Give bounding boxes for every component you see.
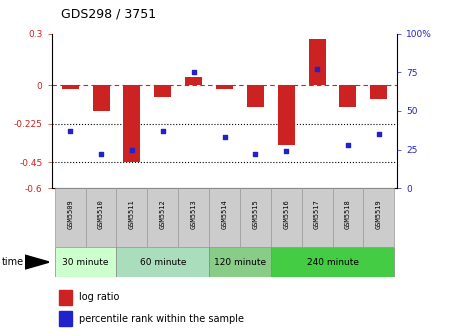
Text: GSM5511: GSM5511 (129, 200, 135, 229)
Bar (209, 247, 271, 277)
Bar (339, 85, 357, 108)
Text: 240 minute: 240 minute (307, 258, 359, 266)
Bar (86, 188, 116, 247)
Bar (209, 188, 240, 247)
Bar (154, 85, 171, 97)
Bar (271, 247, 394, 277)
Bar (363, 188, 394, 247)
Text: GSM5516: GSM5516 (283, 200, 289, 229)
Text: GSM5517: GSM5517 (314, 200, 320, 229)
Point (159, 128, 166, 134)
Bar (247, 85, 264, 108)
Bar (62, 85, 79, 89)
Point (283, 149, 290, 154)
Point (375, 131, 383, 137)
Bar (278, 85, 295, 145)
Bar (55, 247, 116, 277)
Text: time: time (2, 257, 24, 267)
Bar (147, 188, 178, 247)
Point (313, 67, 321, 72)
Point (128, 147, 136, 152)
Text: percentile rank within the sample: percentile rank within the sample (79, 314, 244, 324)
Point (344, 142, 352, 148)
Text: GDS298 / 3751: GDS298 / 3751 (61, 7, 156, 20)
Text: 60 minute: 60 minute (140, 258, 186, 266)
Text: log ratio: log ratio (79, 292, 119, 302)
Point (252, 152, 259, 157)
Text: GSM5512: GSM5512 (160, 200, 166, 229)
Text: GSM5518: GSM5518 (345, 200, 351, 229)
Text: GSM5509: GSM5509 (67, 200, 73, 229)
Point (190, 70, 197, 75)
Bar (123, 85, 141, 162)
Text: GSM5513: GSM5513 (191, 200, 197, 229)
Bar (302, 188, 333, 247)
Bar (58, 290, 72, 305)
Point (221, 134, 228, 140)
Text: GSM5519: GSM5519 (376, 200, 382, 229)
Bar (370, 85, 387, 99)
Text: 120 minute: 120 minute (214, 258, 266, 266)
Bar (178, 188, 209, 247)
Bar (58, 311, 72, 326)
Polygon shape (25, 255, 49, 269)
Bar (271, 188, 302, 247)
Bar (92, 85, 110, 111)
Point (66, 128, 74, 134)
Bar (116, 188, 147, 247)
Bar (240, 188, 271, 247)
Bar (185, 77, 202, 85)
Point (97, 152, 105, 157)
Text: GSM5515: GSM5515 (252, 200, 258, 229)
Bar (308, 39, 326, 85)
Text: 30 minute: 30 minute (62, 258, 109, 266)
Text: GSM5510: GSM5510 (98, 200, 104, 229)
Bar (333, 188, 363, 247)
Bar (55, 188, 86, 247)
Text: GSM5514: GSM5514 (221, 200, 228, 229)
Bar (216, 85, 233, 89)
Bar (116, 247, 209, 277)
